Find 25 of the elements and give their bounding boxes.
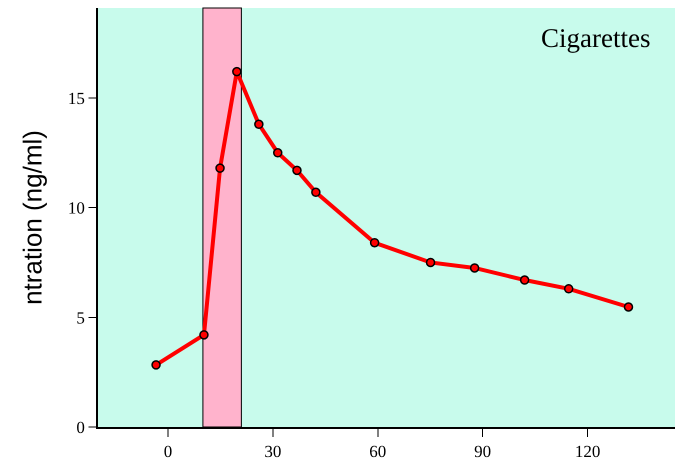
y-tick-label: 5 bbox=[76, 308, 85, 328]
point bbox=[470, 263, 480, 273]
x-tick-label: 30 bbox=[264, 442, 282, 462]
annotation: Cigarettes bbox=[541, 23, 650, 53]
x-tick-label: 0 bbox=[164, 442, 172, 462]
y-axis-title: ntration (ng/ml) bbox=[18, 130, 48, 305]
point bbox=[199, 330, 209, 340]
point bbox=[215, 163, 225, 173]
point bbox=[311, 188, 321, 198]
point bbox=[292, 166, 302, 176]
point bbox=[232, 66, 242, 76]
point bbox=[564, 284, 574, 294]
point bbox=[426, 258, 436, 268]
point bbox=[520, 275, 530, 285]
point bbox=[151, 360, 161, 370]
y-tick-label: 15 bbox=[68, 88, 85, 108]
point bbox=[370, 238, 380, 248]
y-tick-label: 10 bbox=[68, 198, 85, 218]
x-tick-label: 60 bbox=[369, 442, 386, 462]
x-tick-label: 90 bbox=[474, 442, 492, 462]
x-tick-label: 120 bbox=[574, 442, 600, 462]
y-tick-label: 0 bbox=[76, 418, 85, 437]
point bbox=[254, 120, 264, 130]
point bbox=[272, 148, 282, 158]
point bbox=[624, 302, 634, 312]
